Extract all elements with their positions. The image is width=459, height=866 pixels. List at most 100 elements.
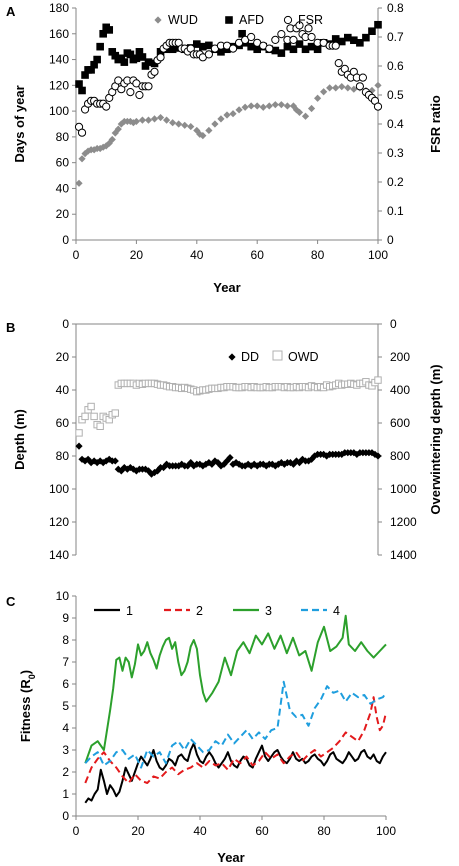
data-point-afd: [238, 29, 246, 38]
data-point-wud: [338, 83, 346, 91]
x-tick-label: 100: [368, 248, 388, 262]
data-point-fsr: [204, 50, 213, 59]
y-tick-label: 9: [62, 611, 69, 625]
data-point-afd: [289, 45, 298, 54]
data-point-wud: [374, 81, 382, 89]
data-point-wud: [84, 147, 92, 155]
data-point-wud: [150, 115, 159, 123]
y-tick-label: 3: [62, 743, 69, 757]
x-tick-label: 80: [311, 248, 325, 262]
data-point-dd: [350, 449, 358, 457]
x-axis-title: Year: [213, 280, 240, 295]
data-point-dd: [111, 457, 119, 465]
x-tick-label: 60: [255, 824, 269, 838]
y2-axis-title: Overwintering depth (m): [428, 364, 443, 514]
data-point-wud: [368, 86, 376, 95]
data-point-dd: [144, 467, 153, 475]
data-point-afd: [105, 26, 114, 34]
y-tick-label: 60: [56, 156, 70, 170]
legend-label-wud: WUD: [168, 13, 198, 27]
y-tick-label: 4: [62, 721, 69, 735]
y-axis-title: Fitness (R0): [18, 670, 37, 742]
legend-label-2: 2: [196, 604, 203, 618]
y-tick-label: 80: [56, 130, 70, 144]
y2-tick-label: 0.5: [387, 88, 404, 102]
data-point-dd: [217, 462, 225, 470]
data-point-fsr: [265, 44, 274, 53]
y-tick-label: 60: [56, 416, 70, 430]
y-axis-title: Days of year: [12, 85, 27, 162]
y2-axis-title: FSR ratio: [428, 95, 443, 153]
legend-label-3: 3: [265, 604, 272, 618]
data-point-wud: [283, 102, 291, 110]
x-tick-label: 40: [190, 248, 204, 262]
y-tick-label: 160: [49, 27, 69, 41]
data-point-wud: [78, 155, 86, 163]
data-point-dd: [226, 454, 234, 462]
data-point-dd: [199, 462, 207, 470]
y2-tick-label: 1400: [390, 548, 417, 562]
x-axis-title: Year: [217, 850, 244, 865]
y2-tick-label: 1200: [390, 515, 417, 529]
data-point-wud: [292, 106, 301, 114]
data-point-dd: [371, 450, 379, 458]
data-point-owd: [75, 429, 83, 437]
y2-tick-label: 0.4: [387, 117, 404, 131]
series-line-4: [84, 680, 387, 769]
data-point-fsr: [304, 24, 313, 33]
x-tick-label: 0: [73, 824, 80, 838]
data-point-wud: [75, 179, 83, 187]
data-point-fsr: [277, 29, 286, 39]
data-point-wud: [169, 119, 177, 127]
data-point-wud: [132, 117, 140, 126]
y-tick-label: 120: [49, 515, 69, 529]
data-point-afd: [362, 33, 370, 42]
data-point-wud: [144, 116, 153, 124]
legend-label-4: 4: [333, 604, 340, 618]
data-point-dd: [292, 457, 301, 465]
data-point-fsr: [331, 41, 340, 50]
data-point-wud: [235, 106, 243, 114]
series-line-1: [84, 742, 387, 804]
data-point-dd: [84, 455, 92, 463]
y-tick-label: 140: [49, 548, 69, 562]
data-point-dd: [262, 462, 270, 470]
legend-marker-dd: [228, 353, 236, 361]
data-point-fsr: [334, 59, 343, 68]
y2-tick-label: 0.3: [387, 146, 404, 160]
data-point-dd: [78, 455, 86, 463]
y-tick-label: 8: [62, 633, 69, 647]
data-point-afd: [313, 45, 322, 54]
data-point-dd: [368, 449, 376, 457]
y2-tick-label: 400: [390, 383, 410, 397]
x-tick-label: 60: [251, 248, 265, 262]
data-point-dd: [81, 457, 89, 465]
data-point-fsr: [150, 67, 159, 76]
data-point-wud: [181, 121, 189, 129]
data-point-wud: [332, 84, 340, 92]
data-point-owd: [81, 412, 89, 421]
data-point-dd: [277, 459, 285, 467]
data-point-dd: [126, 463, 134, 472]
data-point-wud: [259, 103, 267, 111]
y-tick-label: 120: [49, 78, 69, 92]
data-point-dd: [120, 463, 128, 472]
y-tick-label: 20: [56, 207, 70, 221]
y2-tick-label: 0: [390, 317, 397, 331]
data-point-wud: [307, 104, 316, 113]
y-tick-label: 10: [56, 589, 70, 603]
y-tick-label: 7: [62, 655, 69, 669]
data-point-dd: [175, 462, 183, 470]
data-point-dd: [132, 467, 140, 475]
data-point-afd: [374, 20, 382, 29]
data-point-dd: [338, 450, 346, 458]
data-point-fsr: [358, 73, 367, 82]
legend-label-dd: DD: [241, 350, 259, 364]
data-point-wud: [199, 132, 207, 140]
data-point-fsr: [271, 35, 280, 45]
y2-tick-label: 1000: [390, 482, 417, 496]
data-point-dd: [105, 455, 113, 463]
data-point-dd: [93, 459, 101, 467]
